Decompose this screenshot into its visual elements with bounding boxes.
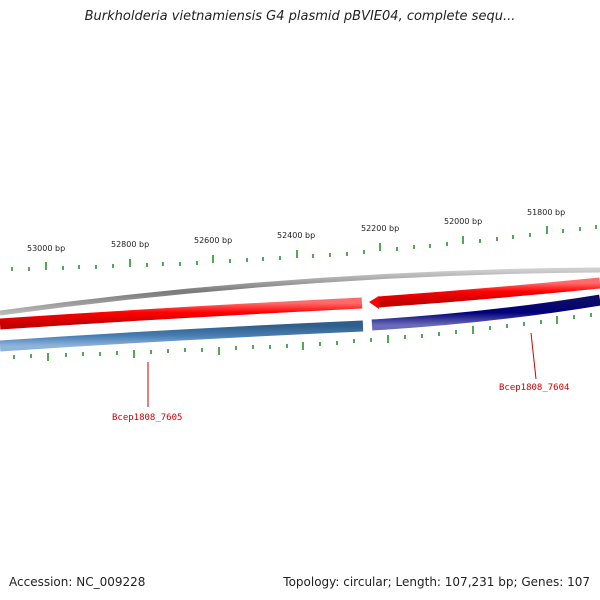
tick-label-52000: 52000 bp — [444, 217, 482, 226]
gene-7604-leader-line — [530, 332, 537, 380]
forward-gene-band-right[interactable] — [377, 277, 600, 308]
gene-label-7604[interactable]: Bcep1808_7604 — [499, 383, 569, 393]
tick-label-52200: 52200 bp — [361, 224, 399, 233]
tick-label-53000: 53000 bp — [27, 244, 65, 253]
lower-tick-marks — [13, 313, 592, 361]
backbone-track — [0, 267, 600, 316]
tick-label-52800: 52800 bp — [111, 240, 149, 249]
gene-label-7605[interactable]: Bcep1808_7605 — [112, 413, 182, 423]
tick-label-51800: 51800 bp — [527, 208, 565, 217]
forward-gene-band-left[interactable] — [0, 297, 363, 330]
upper-tick-marks — [11, 225, 597, 271]
gene-bcep1808-7604[interactable] — [371, 294, 600, 331]
gene-bcep1808-7605[interactable] — [0, 320, 364, 352]
forward-gene-arrowhead — [369, 296, 379, 309]
map-title: Burkholderia vietnamiensis G4 plasmid pB… — [84, 9, 516, 24]
accession-label: Accession: NC_009228 — [9, 575, 146, 589]
tick-label-52600: 52600 bp — [194, 236, 232, 245]
tick-label-52400: 52400 bp — [277, 231, 315, 240]
topology-summary: Topology: circular; Length: 107,231 bp; … — [283, 575, 590, 589]
